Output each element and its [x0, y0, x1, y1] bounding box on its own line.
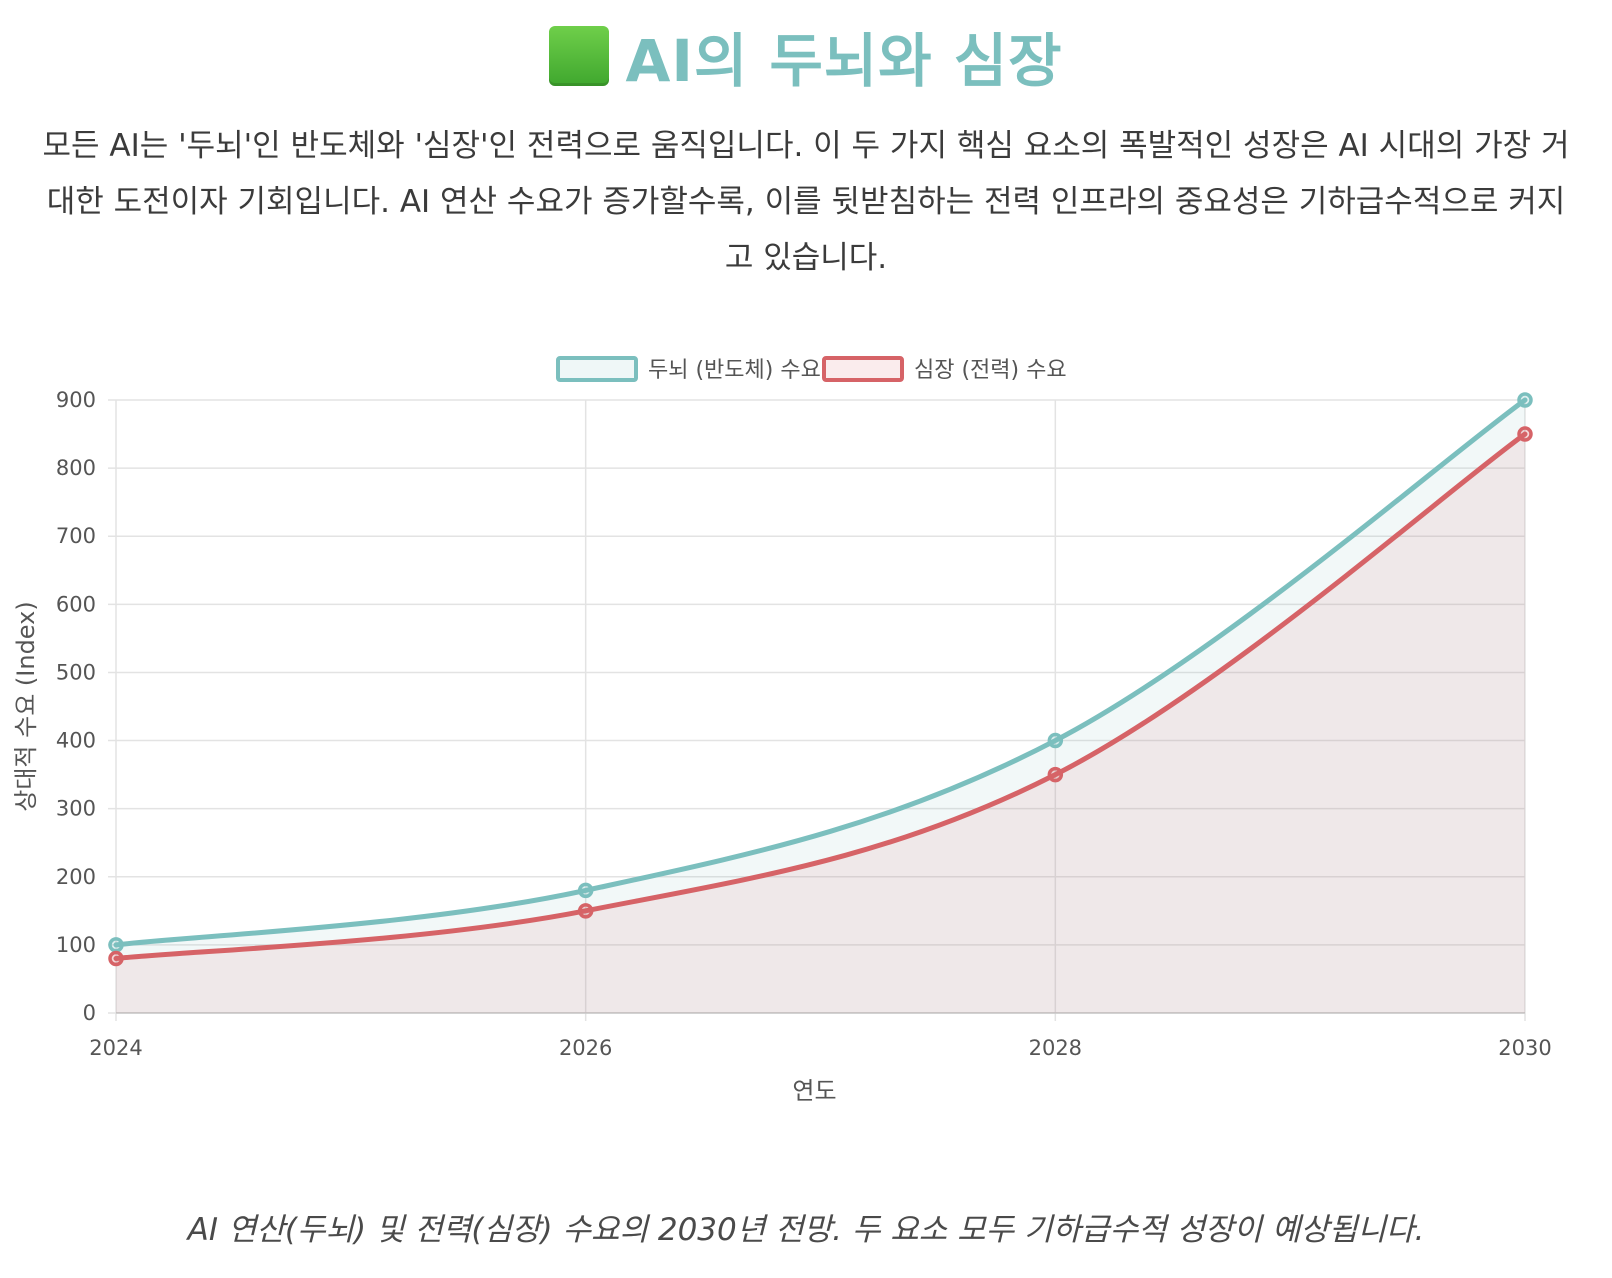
- data-point: [108, 950, 124, 967]
- legend-label-0: 두뇌 (반도체) 수요: [648, 358, 821, 383]
- y-tick-label: 400: [56, 729, 96, 753]
- y-tick-label: 600: [56, 592, 96, 616]
- y-tick-label: 800: [56, 456, 96, 480]
- data-point: [577, 903, 594, 919]
- y-axis-ticks: 0 100 200 300 400 500 600 700 800 900: [56, 388, 96, 1025]
- green-square-icon: [549, 26, 610, 86]
- data-point: [1517, 392, 1533, 408]
- series-area-0: [116, 400, 1525, 1013]
- legend-label-1: 심장 (전력) 수요: [914, 358, 1067, 383]
- page-title: AI의 두뇌와 심장: [0, 14, 1612, 98]
- series-line-1: [113, 431, 1528, 962]
- y-tick-label: 500: [56, 660, 96, 684]
- series-line-0: [113, 397, 1528, 948]
- y-tick-label: 100: [56, 933, 96, 957]
- chart-grid: [108, 399, 1526, 1021]
- x-tick-label: 2030: [1498, 1036, 1551, 1060]
- data-point: [1047, 766, 1064, 783]
- y-tick-label: 700: [56, 524, 96, 548]
- x-tick-label: 2026: [559, 1036, 612, 1060]
- x-tick-label: 2028: [1029, 1036, 1082, 1060]
- y-tick-label: 0: [83, 1001, 96, 1025]
- x-axis-title: 연도: [792, 1077, 836, 1105]
- chart-areas: [116, 400, 1525, 1013]
- series-area-1: [116, 434, 1525, 1013]
- x-axis-ticks: 2024 2026 2028 2030: [89, 1036, 1551, 1060]
- intro-paragraph: 모든 AI는 '두뇌'인 반도체와 '심장'인 전력으로 움직입니다. 이 두 …: [42, 128, 1570, 276]
- chart-lines: [113, 397, 1528, 962]
- title-text: AI의 두뇌와 심장: [625, 27, 1063, 95]
- x-tick-label: 2024: [89, 1036, 142, 1060]
- data-point: [1047, 732, 1064, 749]
- data-point: [1517, 426, 1533, 442]
- y-axis-title: 상대적 수요 (Index): [12, 601, 40, 811]
- chart-points: [108, 392, 1533, 967]
- y-tick-label: 200: [56, 865, 96, 889]
- y-tick-label: 300: [56, 797, 96, 821]
- data-point: [108, 937, 124, 953]
- chart-caption: AI 연산(두뇌) 및 전력(심장) 수요의 2030년 전망. 두 요소 모두…: [187, 1212, 1425, 1248]
- legend-swatch-1: [822, 356, 904, 382]
- legend-swatch-0: [556, 356, 638, 382]
- chart-legend: 두뇌 (반도체) 수요 심장 (전력) 수요: [556, 356, 1067, 383]
- y-tick-label: 900: [56, 388, 96, 412]
- data-point: [577, 882, 594, 899]
